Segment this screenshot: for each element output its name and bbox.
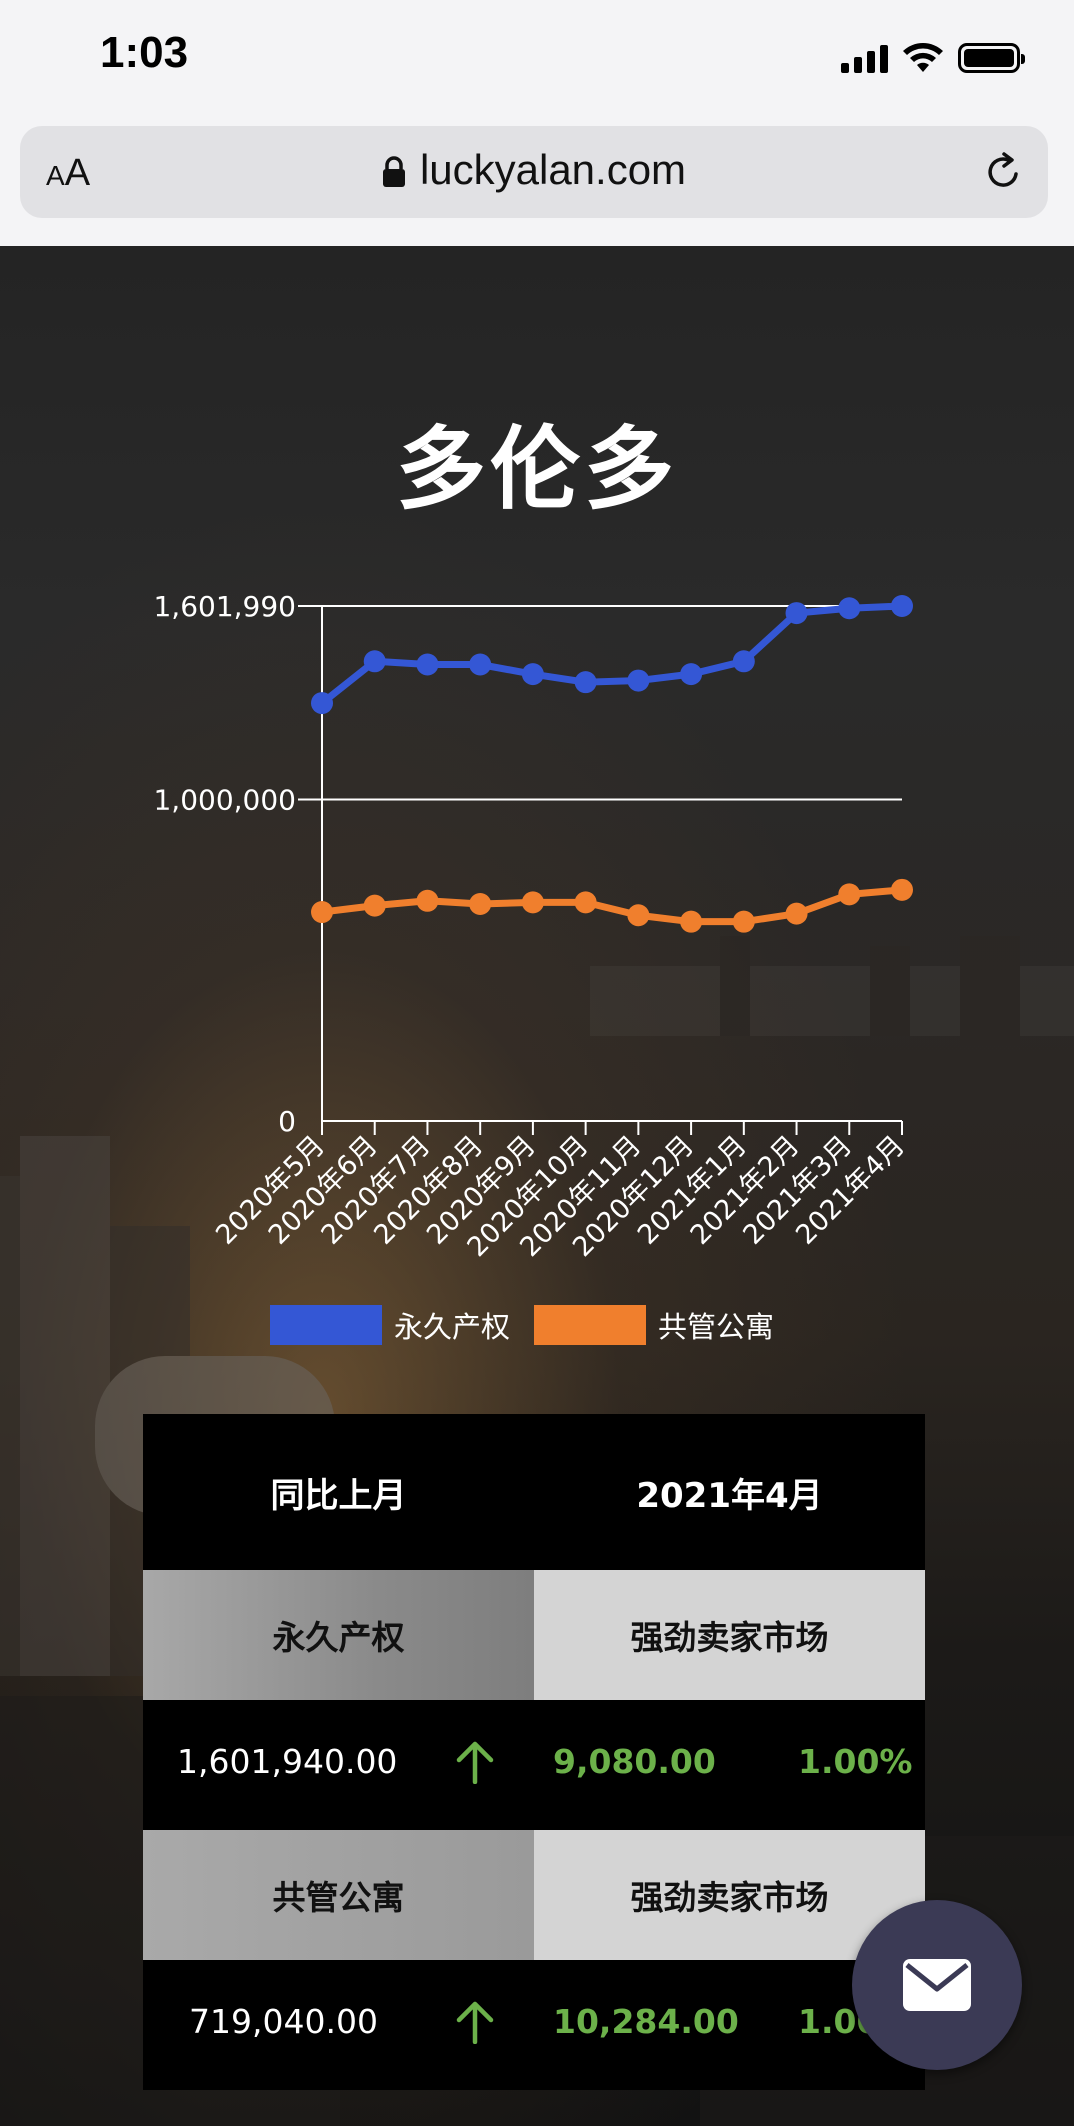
status-icons — [841, 40, 1025, 76]
battery-icon — [958, 43, 1025, 73]
y-tick-label: 0 — [278, 1105, 296, 1138]
browser-toolbar: AA luckyalan.com — [0, 118, 1074, 246]
change-value: 9,080.00 — [553, 1742, 716, 1781]
page-content: 多伦多 0 1,000,000 1,601,990 2020年5月 2020年6月 202… — [0, 246, 1074, 2126]
wifi-icon — [903, 43, 943, 72]
table-row-values: 1,601,940.00 9,080.00 1.00% — [143, 1700, 925, 1830]
data-point — [363, 650, 386, 673]
chart-legend: 永久产权 共管公寓 — [270, 1304, 798, 1346]
market-summary-table: 同比上月 2021年4月 永久产权 强劲卖家市场 1,601,940.00 9,… — [143, 1414, 925, 2090]
data-point — [521, 663, 544, 686]
status-time: 1:03 — [100, 28, 189, 77]
data-point — [680, 910, 703, 933]
page-title: 多伦多 — [396, 417, 678, 522]
category-name: 永久产权 — [143, 1570, 534, 1700]
contact-mail-button[interactable] — [852, 1900, 1022, 2070]
url-text: luckyalan.com — [419, 146, 687, 193]
table-row-values: 719,040.00 10,284.00 1.00% — [143, 1960, 925, 2090]
change-value: 10,284.00 — [553, 2002, 739, 2041]
y-tick-label: 1,000,000 — [153, 784, 296, 817]
address-bar[interactable]: AA luckyalan.com — [20, 126, 1048, 218]
data-point — [785, 902, 808, 925]
series-line-freehold — [318, 602, 906, 707]
data-point — [627, 669, 650, 692]
data-point — [732, 910, 755, 933]
mail-icon — [903, 1959, 971, 2011]
series-line-condo — [318, 886, 906, 926]
arrow-up-icon — [456, 2001, 494, 2044]
cellular-signal-icon — [841, 43, 888, 73]
url-display[interactable]: luckyalan.com — [20, 146, 1048, 194]
market-status: 强劲卖家市场 — [534, 1830, 925, 1960]
legend-swatch-freehold — [270, 1305, 382, 1345]
data-point — [680, 663, 703, 686]
arrow-up-icon — [456, 1741, 494, 1784]
data-point — [574, 671, 597, 694]
price-value: 719,040.00 — [189, 2002, 378, 2041]
data-point — [785, 602, 808, 625]
price-value: 1,601,940.00 — [177, 1742, 398, 1781]
category-name: 共管公寓 — [143, 1830, 534, 1960]
legend-label-freehold: 永久产权 — [394, 1310, 511, 1344]
legend-label-condo: 共管公寓 — [658, 1310, 775, 1344]
percent-change: 1.00% — [798, 1742, 913, 1781]
data-point — [838, 883, 861, 906]
data-point — [838, 597, 861, 620]
data-point — [469, 653, 492, 676]
data-point — [311, 901, 333, 924]
market-status: 强劲卖家市场 — [534, 1570, 925, 1700]
data-point — [521, 891, 544, 914]
data-point — [469, 893, 492, 916]
header-period-label: 2021年4月 — [636, 1475, 823, 1516]
legend-item-condo[interactable]: 共管公寓 — [534, 1304, 774, 1346]
table-header: 同比上月 2021年4月 — [143, 1414, 925, 1570]
data-point — [732, 650, 755, 673]
data-point — [627, 904, 650, 927]
y-tick-label: 1,601,990 — [153, 590, 296, 623]
data-point — [416, 653, 439, 676]
data-point — [891, 878, 913, 901]
reload-icon[interactable] — [982, 150, 1026, 194]
legend-item-freehold[interactable]: 永久产权 — [270, 1304, 510, 1346]
table-row-category: 永久产权 强劲卖家市场 — [143, 1570, 925, 1700]
data-point — [311, 692, 333, 715]
table-row-category: 共管公寓 强劲卖家市场 — [143, 1830, 925, 1960]
legend-swatch-condo — [534, 1305, 647, 1345]
data-point — [891, 595, 913, 618]
lock-icon — [382, 156, 405, 187]
data-point — [416, 889, 439, 912]
status-bar: 1:03 — [0, 0, 1074, 118]
line-chart: 01,000,0001,601,9902020年5月2020年6月2020年7月… — [153, 590, 913, 1263]
text-size-button[interactable]: AA — [46, 152, 91, 194]
data-point — [574, 891, 597, 914]
data-point — [363, 894, 386, 917]
header-mom-label: 同比上月 — [270, 1475, 407, 1516]
